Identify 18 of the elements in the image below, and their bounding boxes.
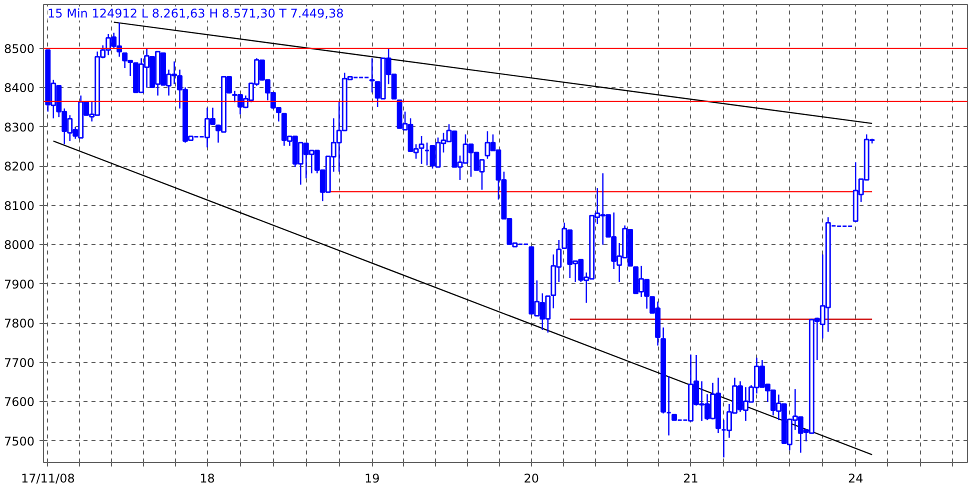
x-tick-label: 19 <box>364 472 380 486</box>
y-tick-label: 8000 <box>4 238 35 252</box>
y-tick-label: 7800 <box>4 316 35 331</box>
y-tick-label: 7900 <box>4 277 35 292</box>
y-tick-label: 8200 <box>4 160 35 174</box>
y-tick-label: 7700 <box>4 356 35 370</box>
y-tick-label: 8100 <box>4 198 35 213</box>
x-tick-label: 21 <box>683 472 698 486</box>
x-tick-label: 20 <box>524 472 540 486</box>
x-tick-label: 24 <box>848 472 864 486</box>
y-tick-label: 7500 <box>4 434 35 448</box>
y-tick-label: 7600 <box>4 395 35 410</box>
y-tick-label: 8300 <box>4 120 35 134</box>
y-tick-label: 8500 <box>4 42 35 56</box>
x-tick-label: 17/11/08 <box>20 472 75 486</box>
x-tick-label: 18 <box>200 472 215 486</box>
chart-title: 15 Min 124912 L 8.261,63 H 8.571,30 T 7.449,38 <box>48 6 344 20</box>
y-tick-label: 8400 <box>4 81 35 96</box>
